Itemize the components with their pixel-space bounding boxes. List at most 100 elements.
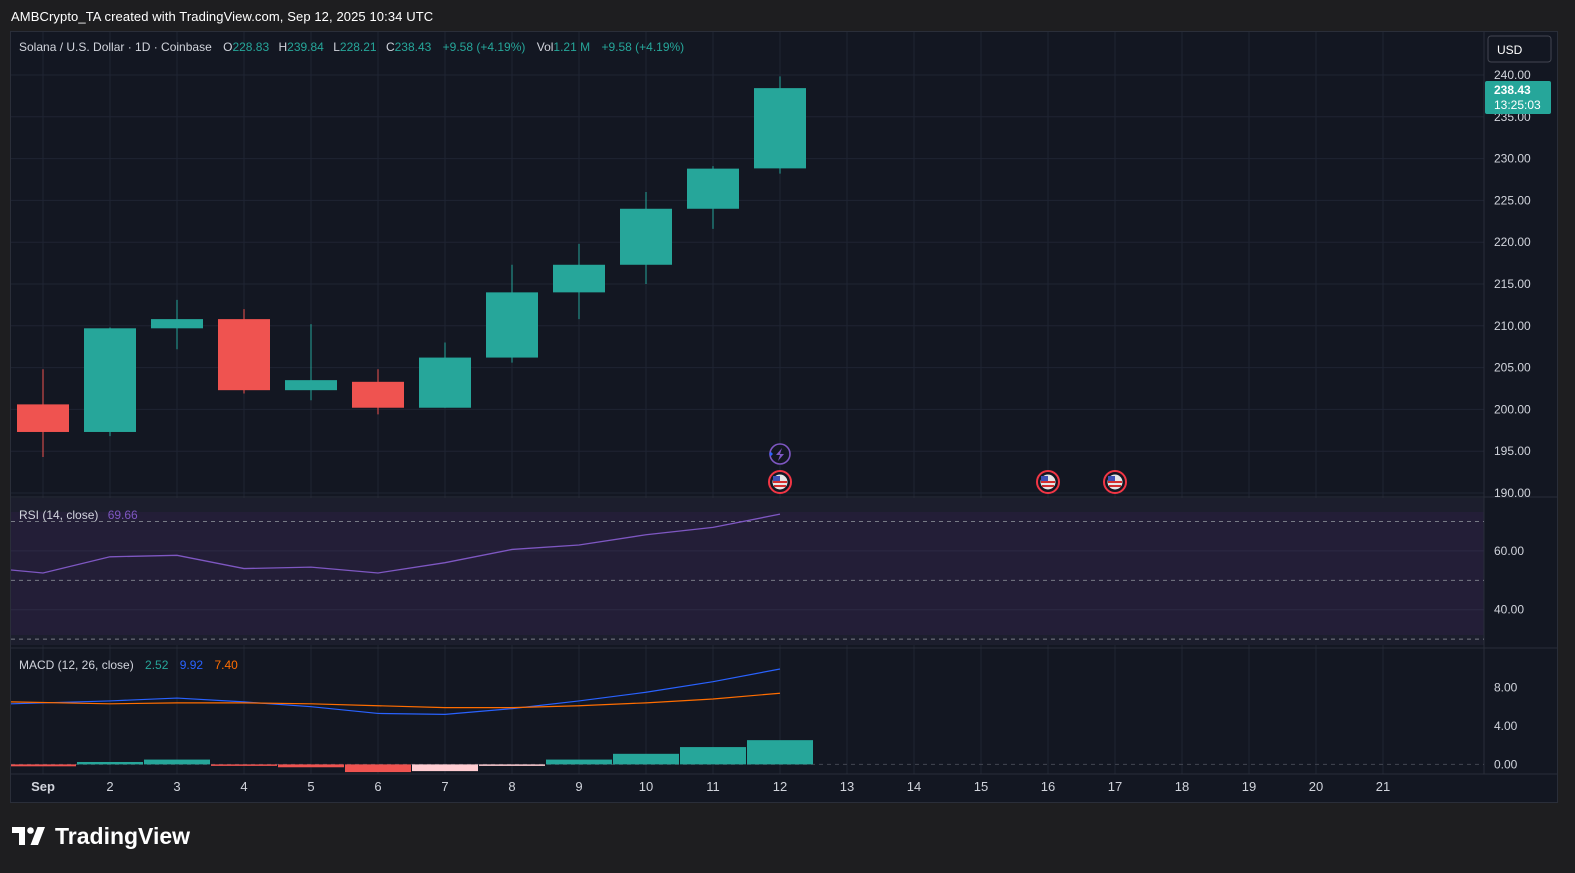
time-tick-label: 7: [441, 779, 448, 794]
candle-body: [84, 328, 136, 432]
macd-line-value: 9.92: [180, 658, 204, 672]
legend-high: 239.84: [287, 40, 324, 54]
legend-low-label: L: [333, 40, 340, 54]
time-tick-label: 11: [706, 779, 720, 794]
time-tick-label: 6: [374, 779, 381, 794]
time-tick-label: Sep: [31, 779, 55, 794]
price-tick-label: 240.00: [1494, 68, 1531, 82]
currency-button-label: USD: [1497, 43, 1523, 57]
macd-tick-label: 0.00: [1494, 757, 1518, 771]
candle-body: [419, 357, 471, 408]
chart-header: AMBCrypto_TA created with TradingView.co…: [11, 9, 434, 24]
last-price-countdown: 13:25:03: [1494, 98, 1541, 112]
candle-body: [285, 380, 337, 391]
price-tick-label: 215.00: [1494, 277, 1531, 291]
macd-histogram-bar: [680, 747, 746, 765]
price-tick-label: 205.00: [1494, 361, 1531, 375]
time-tick-label: 18: [1175, 779, 1189, 794]
rsi-line: [11, 513, 781, 574]
legend-open: 228.83: [232, 40, 269, 54]
macd-histogram-bar: [546, 759, 612, 765]
legend-vol: 1.21 M: [553, 40, 590, 54]
time-tick-label: 20: [1309, 779, 1323, 794]
flag-stripe: [1041, 481, 1055, 483]
time-tick-label: 14: [907, 779, 921, 794]
time-tick-label: 21: [1376, 779, 1390, 794]
macd-hist-value: 2.52: [145, 658, 169, 672]
macd-signal-line: [11, 692, 781, 709]
last-price-value: 238.43: [1494, 83, 1531, 97]
legend-close-label: C: [386, 40, 395, 54]
macd-histogram-bar: [345, 764, 411, 773]
macd-histogram-bar: [77, 761, 143, 765]
time-tick-label: 16: [1041, 779, 1055, 794]
chart-frame[interactable]: 40.00 60.00 0.00 4.00 8.00 190.00 195.00 200.…: [10, 31, 1558, 803]
time-tick-label: 19: [1242, 779, 1256, 794]
price-tick-label: 225.00: [1494, 193, 1531, 207]
us-flag-event-icon: [1103, 470, 1127, 494]
sparkle: [769, 452, 773, 456]
time-tick-label: 9: [575, 779, 582, 794]
candle-body: [218, 319, 270, 391]
price-tick-label: 220.00: [1494, 235, 1531, 249]
macd-tick-label: 4.00: [1494, 719, 1518, 733]
rsi-pane: 40.00 60.00: [11, 513, 1524, 640]
legend-open-label: O: [223, 40, 232, 54]
legend-close: 238.43: [395, 40, 432, 54]
macd-histogram-bar: [11, 764, 76, 767]
price-legend: Solana / U.S. Dollar · 1D · Coinbase O22…: [19, 40, 684, 54]
legend-vol-label: Vol: [537, 40, 554, 54]
candle-body: [151, 319, 203, 329]
candles: [17, 76, 806, 458]
flag-stripe: [773, 481, 787, 483]
legend-vol-change: +9.58 (+4.19%): [601, 40, 684, 54]
flag-stripe: [1042, 485, 1054, 487]
macd-title: MACD (12, 26, close): [19, 658, 134, 672]
time-tick-label: 15: [974, 779, 988, 794]
price-axis: 190.00 195.00 200.00 205.00 210.00 215.00 220.…: [1494, 68, 1531, 500]
price-tick-label: 200.00: [1494, 402, 1531, 416]
time-tick-label: 5: [307, 779, 314, 794]
tradingview-logo-icon: [12, 827, 45, 845]
time-tick-label: 8: [508, 779, 515, 794]
macd-tick-label: 8.00: [1494, 680, 1518, 694]
flag-canton: [1041, 476, 1048, 481]
candle-body: [687, 168, 739, 209]
us-flag-event-icon: [1036, 470, 1060, 494]
flag-canton: [1108, 476, 1115, 481]
tradingview-brand[interactable]: TradingView: [12, 822, 190, 850]
last-price-label: 238.43 13:25:03: [1485, 81, 1551, 114]
candle-body: [17, 404, 69, 432]
rsi-tick-label: 60.00: [1494, 544, 1524, 558]
tradingview-wordmark: TradingView: [55, 822, 191, 849]
candle-body: [754, 88, 806, 169]
macd-legend: MACD (12, 26, close) 2.52 9.92 7.40: [19, 658, 238, 672]
candle-body: [352, 381, 404, 408]
rsi-value: 69.66: [108, 508, 138, 522]
time-tick-label: 13: [840, 779, 854, 794]
macd-pane: 0.00 4.00 8.00: [11, 668, 1518, 773]
price-tick-label: 190.00: [1494, 486, 1531, 500]
time-axis: Sep 2 3 4 5 6 7 8 9 10 11 12 13 14 15 16 17 18 19 20 21: [31, 779, 1390, 794]
candle-body: [553, 264, 605, 293]
lightning-bolt: [776, 448, 784, 461]
macd-histogram-bar: [278, 764, 344, 768]
macd-histogram-bar: [479, 764, 545, 766]
price-tick-label: 195.00: [1494, 444, 1531, 458]
macd-histogram-bar: [144, 759, 210, 765]
macd-histogram-bar: [613, 753, 679, 765]
macd-histogram-bar: [211, 764, 277, 766]
time-tick-label: 4: [240, 779, 247, 794]
macd-histogram-bar: [747, 740, 813, 765]
legend-low: 228.21: [340, 40, 377, 54]
us-flag-event-icon: [768, 470, 792, 494]
legend-change: +9.58 (+4.19%): [443, 40, 526, 54]
rsi-legend: RSI (14, close) 69.66: [19, 508, 138, 522]
time-tick-label: 12: [773, 779, 787, 794]
currency-button[interactable]: USD: [1487, 35, 1552, 63]
flag-stripe: [1109, 485, 1121, 487]
rsi-tick-label: 40.00: [1494, 603, 1524, 617]
legend-symbol: Solana / U.S. Dollar · 1D · Coinbase: [19, 40, 212, 54]
macd-histogram-bar: [412, 764, 478, 772]
